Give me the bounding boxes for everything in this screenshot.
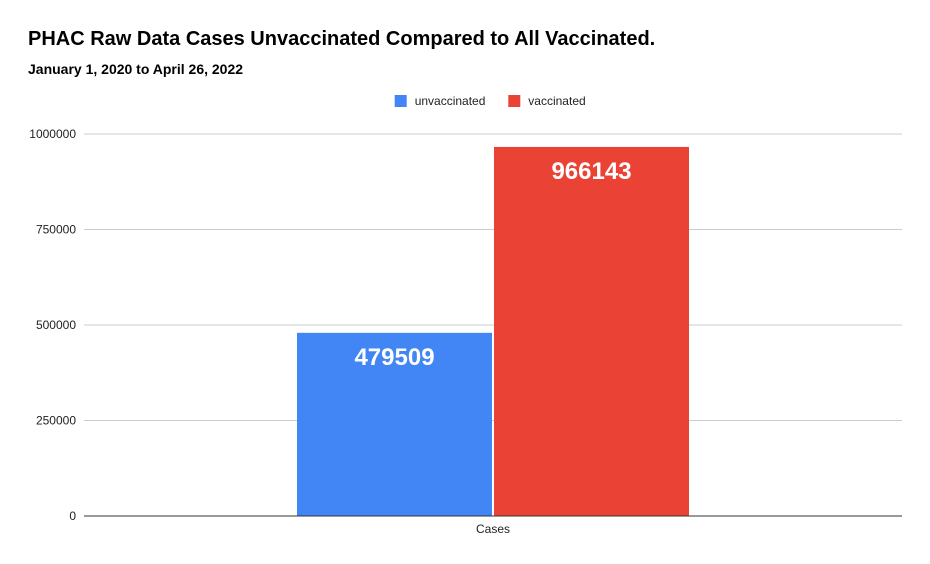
y-tick-label: 1000000	[29, 127, 76, 141]
legend-swatch-vaccinated	[508, 95, 521, 107]
y-tick-label: 500000	[36, 318, 76, 332]
x-tick-label: Cases	[476, 522, 510, 536]
legend-label-vaccinated: vaccinated	[528, 94, 585, 108]
y-tick-label: 0	[69, 509, 76, 523]
data-label-unvaccinated: 479509	[354, 344, 434, 371]
data-label-vaccinated: 966143	[551, 158, 631, 185]
legend-swatch-unvaccinated	[394, 95, 407, 107]
legend-label-unvaccinated: unvaccinated	[415, 94, 486, 108]
y-tick-label: 250000	[36, 414, 76, 428]
bar-vaccinated[interactable]	[494, 146, 689, 516]
chart-title: PHAC Raw Data Cases Unvaccinated Compare…	[28, 28, 656, 50]
bar-unvaccinated[interactable]	[297, 332, 492, 516]
chart-subtitle: January 1, 2020 to April 26, 2022	[28, 61, 244, 77]
y-tick-label: 750000	[36, 223, 76, 237]
